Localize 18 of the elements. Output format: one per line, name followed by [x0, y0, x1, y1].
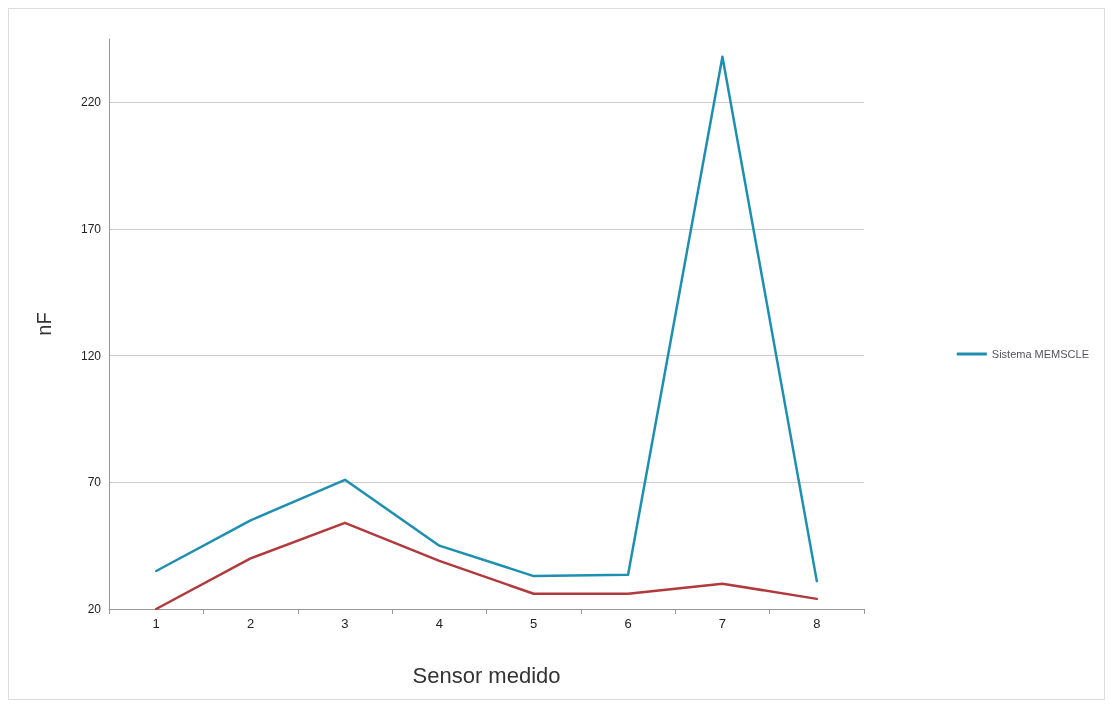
line-series	[154, 521, 819, 611]
x-tick-label: 8	[813, 616, 821, 631]
x-tick-label: 6	[624, 616, 632, 631]
x-tick-label: 7	[718, 616, 727, 631]
x-tick-label: 2	[246, 616, 255, 631]
x-axis-title: Sensor medido	[412, 662, 561, 688]
x-tick-label: 5	[530, 616, 538, 631]
y-tick-label: 20	[87, 602, 102, 616]
y-tick-label: 220	[80, 95, 102, 110]
y-tick-label: 120	[80, 348, 102, 363]
line-series	[154, 55, 819, 583]
x-tick-label: 4	[435, 616, 443, 631]
y-tick-label: 70	[87, 475, 102, 490]
x-tick-label: 3	[341, 616, 349, 631]
legend-label: Sistema MEMSCLE	[991, 348, 1090, 360]
x-tick-label: 1	[152, 616, 160, 631]
y-tick-label: 170	[80, 222, 102, 236]
y-axis-title: nF	[33, 312, 55, 336]
